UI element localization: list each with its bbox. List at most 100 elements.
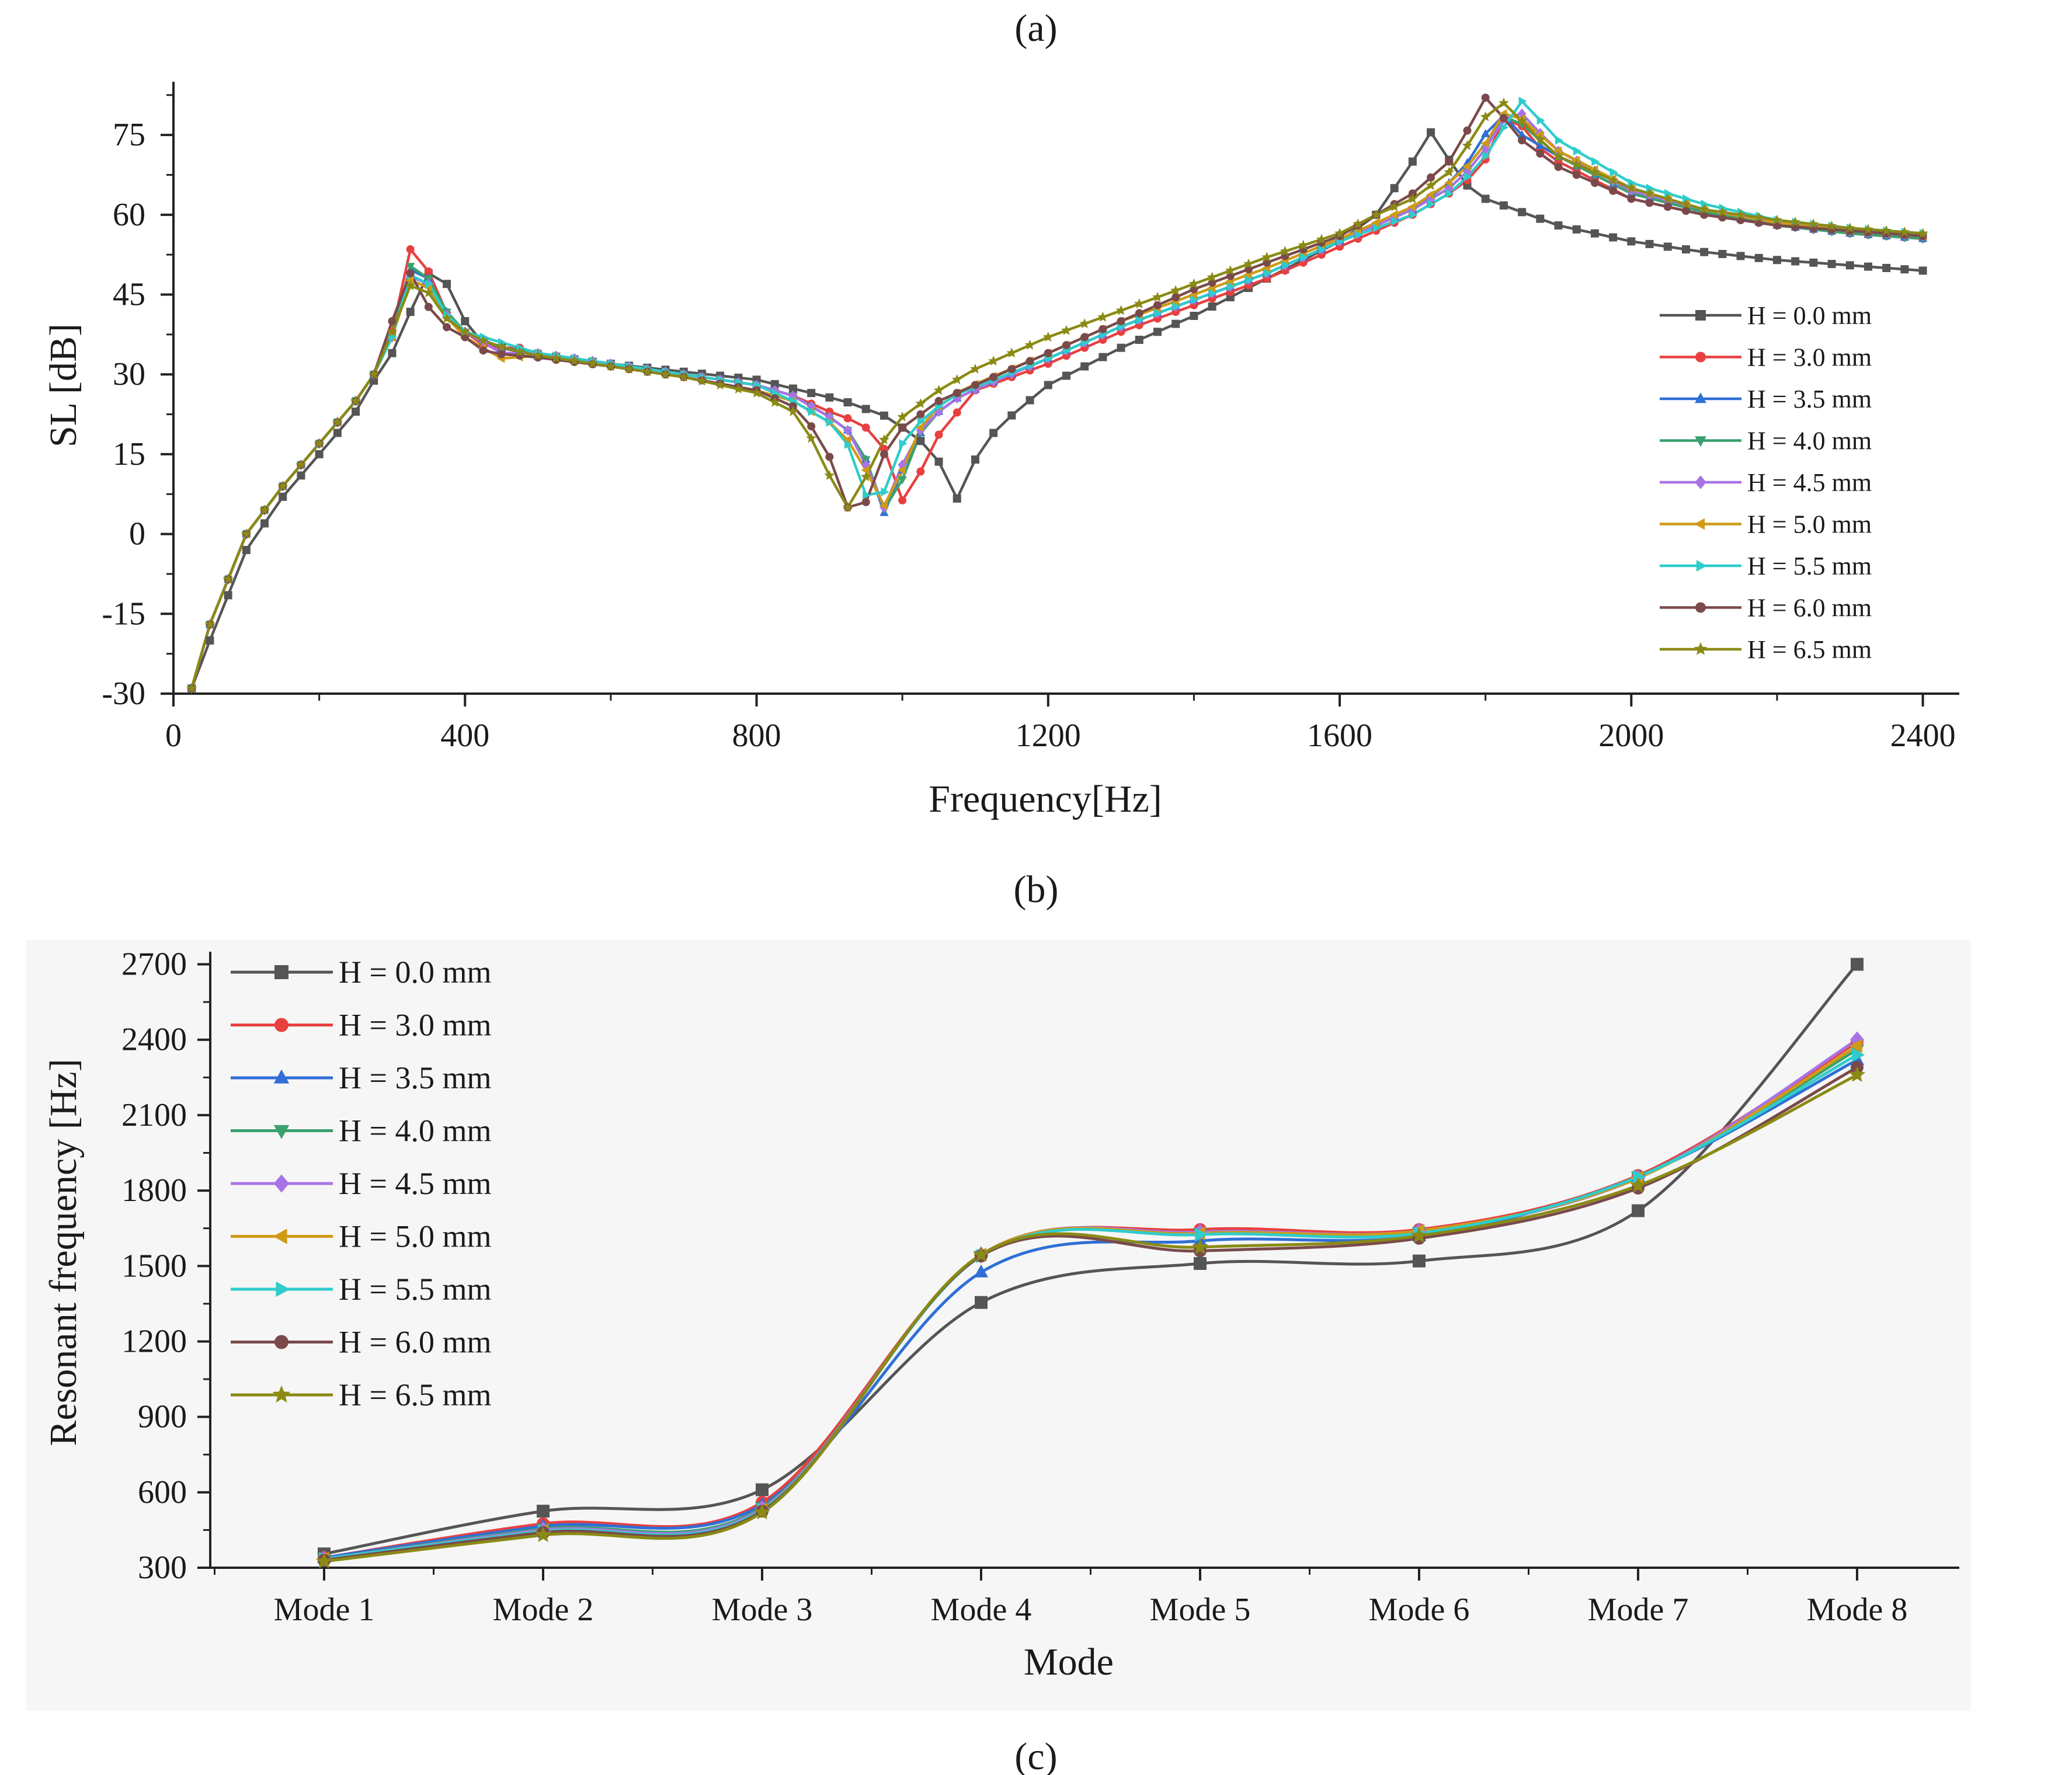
sl-data-point <box>934 396 943 405</box>
sl-data-point <box>898 423 907 432</box>
sl-data-point <box>843 414 852 423</box>
sl-data-point <box>1518 136 1527 145</box>
sl-data-point <box>1554 162 1563 171</box>
sl-data-point <box>970 363 981 374</box>
sl-data-point <box>1917 228 1928 238</box>
sl-data-point <box>952 494 961 503</box>
sl-data-point <box>1826 220 1837 231</box>
sl-data-point <box>1042 332 1054 342</box>
resonant-legend-label: H = 5.0 mm <box>339 1219 491 1254</box>
sl-data-point <box>971 381 979 389</box>
sl-data-point <box>1334 228 1345 238</box>
sl-data-point <box>1482 151 1491 161</box>
sl-data-point <box>441 313 452 323</box>
sl-data-point <box>461 317 470 326</box>
sl-data-point <box>297 471 305 480</box>
sl-x-tick-label: 2400 <box>1890 718 1956 754</box>
sl-data-point <box>1644 187 1655 198</box>
sl-data-point <box>988 356 999 366</box>
sl-data-point <box>1353 218 1364 229</box>
sl-legend-marker <box>1694 642 1708 655</box>
sl-data-point <box>1701 199 1709 209</box>
sl-x-tick-label: 2000 <box>1598 718 1664 754</box>
resonant-data-point <box>315 1553 333 1569</box>
sl-data-point <box>587 358 598 368</box>
resonant-y-axis-title: Resonant frequency [Hz] <box>42 1059 85 1446</box>
resonant-legend-item-h-5-5-mm: H = 5.5 mm <box>231 1272 491 1307</box>
sl-data-point <box>897 465 906 475</box>
resonant-legend-marker <box>274 965 288 979</box>
sl-legend-label: H = 5.0 mm <box>1747 510 1872 539</box>
resonant-legend-marker <box>273 1228 287 1244</box>
resonant-legend-label: H = 3.0 mm <box>339 1008 491 1043</box>
resonant-data-point <box>756 1483 769 1496</box>
resonant-legend-marker <box>273 1069 290 1084</box>
sl-data-point <box>461 333 470 342</box>
sl-data-point <box>1517 116 1528 126</box>
sl-data-point <box>1444 166 1455 177</box>
sl-data-point <box>1098 325 1107 333</box>
sl-data-point <box>879 501 888 510</box>
sl-data-point <box>1772 214 1782 225</box>
sl-data-point <box>898 496 907 504</box>
sl-data-point <box>1664 189 1673 199</box>
sl-data-point <box>881 487 889 497</box>
resonant-data-point <box>537 1505 550 1518</box>
sl-data-point <box>916 410 925 419</box>
sl-data-point <box>224 591 232 600</box>
sl-data-point <box>497 350 506 359</box>
sl-data-point <box>1080 333 1089 342</box>
resonant-y-tick-label: 1200 <box>121 1323 187 1359</box>
sl-data-point <box>1480 111 1491 121</box>
sl-data-point <box>241 528 252 539</box>
sl-data-point <box>678 371 689 382</box>
sl-data-point <box>861 465 870 475</box>
sl-data-point <box>1207 272 1218 282</box>
sl-data-point <box>352 408 360 416</box>
sl-legend-marker <box>1695 310 1706 321</box>
sl-data-point <box>1899 227 1910 237</box>
sl-data-point <box>551 352 562 363</box>
sl-data-point <box>1007 411 1016 420</box>
sl-data-point <box>1535 134 1546 144</box>
sl-data-point <box>1518 208 1527 217</box>
sl-legend-item-h-5-0-mm: H = 5.0 mm <box>1660 510 1872 539</box>
sl-data-point <box>1462 162 1471 171</box>
sl-data-point <box>605 361 616 371</box>
sl-data-point <box>934 457 943 466</box>
sl-data-point <box>1553 146 1562 156</box>
sl-data-point <box>860 471 871 482</box>
sl-data-point <box>1408 157 1417 166</box>
sl-data-point <box>1590 179 1599 187</box>
sl-data-point <box>825 453 834 461</box>
sl-data-point <box>933 385 944 395</box>
sl-data-point <box>1390 184 1399 193</box>
sl-data-point <box>1480 139 1489 148</box>
sl-data-point <box>1244 265 1253 274</box>
sl-data-point <box>1445 157 1454 166</box>
resonant-series-markers-h-6-5-mm <box>315 1066 1866 1569</box>
sl-data-point <box>952 408 961 417</box>
sl-data-point <box>769 396 780 407</box>
sl-data-point <box>1609 186 1618 195</box>
resonant-data-point <box>1195 1227 1208 1242</box>
resonant-data-point <box>974 1264 989 1278</box>
resonant-x-tick-label: Mode 6 <box>1369 1592 1470 1628</box>
sl-data-point <box>1371 209 1382 220</box>
sl-data-point <box>1263 269 1272 278</box>
sl-data-point <box>1645 239 1654 248</box>
sl-data-point <box>387 326 398 336</box>
sl-data-point <box>1682 194 1691 204</box>
resonant-y-tick-label: 2100 <box>121 1097 187 1133</box>
sl-data-point <box>1517 130 1527 138</box>
resonant-legend-item-h-6-0-mm: H = 6.0 mm <box>231 1325 491 1360</box>
sl-data-point <box>1280 246 1291 256</box>
resonant-data-point <box>753 1503 771 1520</box>
sl-data-point <box>1590 229 1599 238</box>
sl-data-point <box>1681 245 1690 254</box>
sl-data-point <box>1626 182 1637 193</box>
sl-data-point <box>788 384 797 393</box>
resonant-data-point <box>1852 1047 1865 1062</box>
resonant-data-point <box>1632 1204 1645 1217</box>
sl-data-point <box>388 349 397 357</box>
